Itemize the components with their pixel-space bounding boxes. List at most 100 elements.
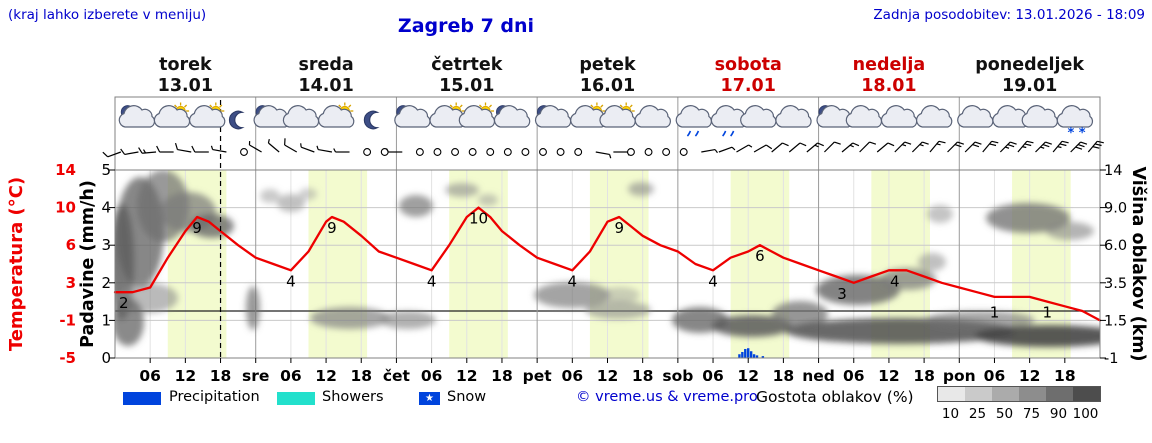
- cloud-density-label: Gostota oblakov (%): [756, 388, 914, 406]
- svg-text:18: 18: [773, 367, 795, 385]
- weather-icon-moon-cloud: [534, 105, 572, 128]
- svg-text:petek: petek: [579, 55, 636, 75]
- svg-text:18: 18: [210, 367, 232, 385]
- svg-text:4: 4: [101, 199, 111, 217]
- precipitation-swatch: [123, 392, 161, 405]
- svg-text:pet: pet: [523, 367, 553, 385]
- weather-icon-sun-cloud: [458, 102, 496, 128]
- snow-star-icon: ★: [425, 393, 434, 404]
- cloud-density-cell: [1046, 387, 1073, 401]
- svg-text:četrtek: četrtek: [431, 55, 502, 75]
- cloud-density-gradient: [937, 386, 1101, 402]
- cloud-density-cell: [938, 387, 965, 401]
- snow-swatch: ★: [419, 392, 440, 405]
- wind-barbs-row: [102, 138, 1104, 159]
- svg-text:18: 18: [632, 367, 654, 385]
- legend-bar: Precipitation Showers ★ Snow © vreme.us …: [0, 386, 1152, 443]
- svg-text:4: 4: [427, 272, 437, 290]
- svg-text:sreda: sreda: [298, 55, 353, 75]
- showers-swatch: [277, 392, 315, 405]
- svg-text:6: 6: [66, 236, 76, 254]
- weather-icon-moon-cloud: [493, 105, 531, 128]
- svg-text:18: 18: [1054, 367, 1076, 385]
- weather-icon-sun-cloud: [599, 102, 636, 128]
- temperature-point-labels: 2 9 4 9 4 10 4 9 4 6 3 4 1 1: [119, 210, 1052, 322]
- temperature-line: [113, 206, 1102, 322]
- precipitation-label: Precipitation: [169, 389, 260, 405]
- svg-text:5: 5: [101, 161, 111, 179]
- svg-text:12: 12: [1019, 367, 1041, 385]
- svg-text:ponedeljek: ponedeljek: [975, 55, 1084, 75]
- weather-icon-sun-cloud: [429, 102, 466, 128]
- weather-icon-sun-cloud: [153, 102, 191, 128]
- weather-icon-cloud: [740, 105, 777, 128]
- weather-icons-row: * *: [118, 102, 1094, 141]
- weather-icon-sun-cloud: [189, 102, 226, 128]
- svg-text:19.01: 19.01: [1002, 76, 1057, 96]
- svg-text:9: 9: [614, 219, 624, 237]
- svg-text:14: 14: [1104, 163, 1122, 179]
- cloud-density-ticks: 10 25 50 75 90 100: [937, 406, 1101, 422]
- svg-text:sob: sob: [662, 367, 693, 385]
- cloud-density-tick-label: 50: [995, 406, 1014, 422]
- svg-text:-1: -1: [1104, 351, 1118, 367]
- svg-text:9: 9: [327, 219, 337, 237]
- weather-icon-moon: [363, 110, 378, 130]
- svg-text:06: 06: [843, 367, 865, 385]
- svg-text:4: 4: [708, 272, 718, 290]
- svg-text:10: 10: [55, 199, 76, 217]
- svg-text:1.5: 1.5: [1104, 313, 1127, 329]
- snow-label: Snow: [447, 389, 487, 405]
- weather-icon-drizzle-cloud: [675, 105, 712, 137]
- svg-text:12: 12: [597, 367, 619, 385]
- svg-text:4: 4: [286, 272, 296, 290]
- showers-label: Showers: [322, 389, 384, 405]
- svg-text:18: 18: [350, 367, 372, 385]
- svg-text:6.0: 6.0: [1104, 238, 1127, 254]
- svg-text:nedelja: nedelja: [853, 55, 926, 75]
- svg-text:čet: čet: [383, 367, 411, 385]
- credit-link[interactable]: © vreme.us & vreme.pro: [576, 389, 758, 405]
- svg-text:06: 06: [280, 367, 302, 385]
- svg-text:4: 4: [568, 272, 578, 290]
- svg-text:1: 1: [990, 304, 1000, 322]
- svg-text:1: 1: [1042, 304, 1052, 322]
- svg-text:13.01: 13.01: [158, 76, 213, 96]
- cloud-density-tick-label: 75: [1022, 406, 1041, 422]
- svg-text:18.01: 18.01: [861, 76, 916, 96]
- svg-text:15.01: 15.01: [439, 76, 494, 96]
- cloud-density-tick-label: 100: [1072, 406, 1099, 422]
- weather-icon-cloud: [775, 105, 812, 128]
- weather-icon-cloud: [916, 105, 953, 128]
- svg-text:12: 12: [456, 367, 478, 385]
- svg-text:2: 2: [119, 294, 129, 312]
- cloud-density-tick-label: 90: [1049, 406, 1068, 422]
- svg-text:12: 12: [315, 367, 337, 385]
- weather-icon-moon: [228, 110, 243, 130]
- weather-icon-cloud: [1021, 105, 1058, 128]
- cloud-density-cell: [992, 387, 1019, 401]
- weather-icon-cloud: [957, 105, 994, 128]
- svg-text:0: 0: [101, 349, 111, 367]
- cloud-density-scale: 10 25 50 75 90 100: [937, 386, 1101, 422]
- page-title: Zagreb 7 dni: [397, 15, 535, 37]
- svg-text:-1: -1: [59, 311, 76, 329]
- weather-icon-snow-cloud: * *: [1056, 105, 1094, 141]
- location-hint: (kraj lahko izberete v meniju): [8, 7, 207, 23]
- weather-icon-sun-cloud: [318, 102, 355, 128]
- weather-icon-moon-cloud: [394, 105, 431, 128]
- svg-text:6: 6: [755, 247, 765, 265]
- meteogram-chart: 2 9 4 9 4 10 4 9 4 6 3 4 1 1 14 5 14 10 4 9.0 6 3 6.0 3 2 3.5 -1 1 1…: [6, 55, 1148, 385]
- svg-text:-5: -5: [59, 349, 76, 367]
- weather-icon-cloud: [845, 105, 883, 128]
- svg-text:06: 06: [702, 367, 724, 385]
- svg-text:17.01: 17.01: [721, 76, 776, 96]
- svg-text:14: 14: [55, 161, 76, 179]
- precipitation-bars: [738, 348, 765, 358]
- svg-text:3: 3: [66, 274, 76, 292]
- svg-text:3.5: 3.5: [1104, 276, 1127, 292]
- last-updated: Zadnja posodobitev: 13.01.2026 - 18:09: [873, 7, 1145, 23]
- svg-text:1: 1: [101, 311, 111, 329]
